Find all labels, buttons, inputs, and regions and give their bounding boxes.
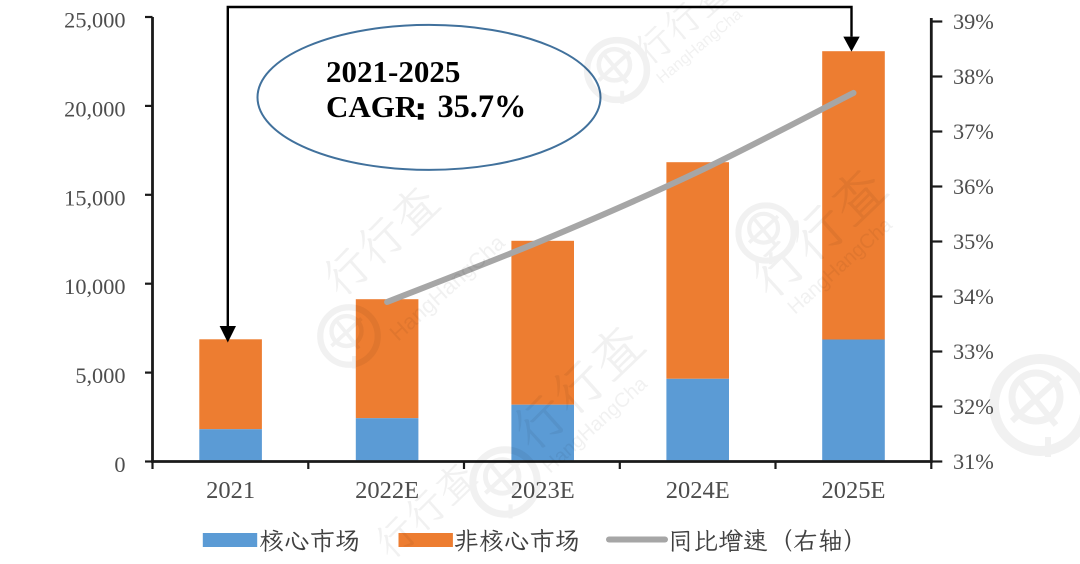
svg-text:35%: 35% [953,229,994,254]
svg-text:33%: 33% [953,339,994,364]
svg-text:10,000: 10,000 [64,274,125,299]
svg-text:36%: 36% [953,174,994,199]
svg-text:CAGR: CAGR [326,89,418,124]
svg-text:38%: 38% [953,64,994,89]
svg-text:25,000: 25,000 [64,8,125,33]
svg-text:34%: 34% [953,284,994,309]
svg-text:15,000: 15,000 [64,185,125,210]
svg-text:2024E: 2024E [666,477,730,504]
svg-text:20,000: 20,000 [64,96,125,121]
svg-text:2022E: 2022E [355,477,419,504]
svg-text:0: 0 [114,452,125,477]
svg-text:37%: 37% [953,119,994,144]
svg-text:35.7%: 35.7% [438,88,527,124]
svg-text:31%: 31% [953,449,994,474]
svg-text:2021: 2021 [206,477,255,504]
svg-text:5,000: 5,000 [75,363,125,388]
svg-text:32%: 32% [953,394,994,419]
svg-text:39%: 39% [953,9,994,34]
svg-text:2025E: 2025E [822,477,886,504]
svg-text:2023E: 2023E [511,477,575,504]
svg-text:2021-2025: 2021-2025 [326,54,460,89]
